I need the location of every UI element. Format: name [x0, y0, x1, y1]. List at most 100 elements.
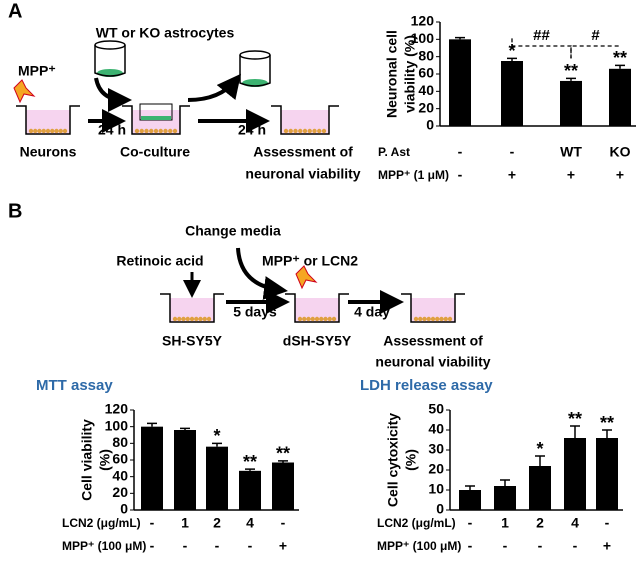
error-bar	[566, 77, 576, 81]
row-value: -	[458, 144, 463, 160]
bracket	[570, 45, 621, 59]
bracket-label: #	[591, 27, 600, 44]
cell	[312, 128, 317, 134]
cell	[331, 316, 337, 322]
y-tick-label: 100	[105, 417, 129, 433]
label: neuronal viability	[375, 354, 490, 370]
cell	[177, 316, 182, 322]
label: 5 days	[233, 304, 277, 320]
row-label: MPP⁺ (1 μM)	[378, 168, 449, 182]
y-tick-label: 80	[418, 47, 434, 63]
cell	[189, 316, 195, 322]
cell	[58, 128, 63, 134]
y-tick-label: 0	[436, 501, 444, 517]
y-tick-label: 120	[411, 13, 435, 29]
y-tick-label: 40	[428, 421, 444, 437]
y-tick-label: 10	[428, 481, 444, 497]
cell	[181, 316, 186, 322]
label: SH-SY5Y	[162, 333, 223, 349]
panel-letter: B	[8, 200, 22, 222]
cell	[206, 316, 212, 322]
cell	[447, 316, 453, 322]
cell	[37, 128, 42, 134]
error-bar	[615, 64, 625, 69]
cell	[139, 128, 144, 134]
cell	[413, 316, 419, 322]
cell	[153, 128, 159, 134]
y-tick-label: 0	[120, 501, 128, 517]
lightning	[13, 79, 36, 104]
cell	[168, 128, 173, 134]
row-value: -	[503, 538, 508, 554]
row-value: 4	[571, 515, 579, 531]
label: dSH-SY5Y	[283, 333, 352, 349]
cell	[198, 316, 203, 322]
label: Change media	[185, 223, 281, 239]
cell	[298, 128, 303, 134]
row-label: MPP⁺ (100 μM)	[377, 539, 461, 553]
cell	[54, 128, 59, 134]
row-value: 4	[246, 515, 254, 531]
significance: **	[613, 48, 627, 68]
cell	[327, 316, 332, 322]
y-tick-label: 30	[428, 441, 444, 457]
label: MPP⁺ or LCN2	[262, 253, 358, 269]
row-value: -	[248, 538, 253, 554]
label: Neurons	[20, 144, 77, 160]
row-value: -	[510, 144, 515, 160]
row-label: LCN2 (μg/mL)	[377, 516, 456, 530]
row-label: MPP⁺ (100 μM)	[62, 539, 146, 553]
significance: **	[276, 444, 290, 464]
row-value: -	[605, 515, 610, 531]
insert-layer	[141, 116, 171, 120]
bracket-label: ##	[533, 27, 550, 44]
cell	[317, 128, 322, 134]
well	[401, 293, 465, 323]
row-value: -	[281, 515, 286, 531]
cell	[41, 128, 46, 134]
label: Assessment of	[383, 333, 483, 349]
error-bar	[507, 57, 517, 61]
row-value: 1	[181, 515, 189, 531]
chart-title: LDH release assay	[360, 377, 493, 394]
label: 24 h	[98, 122, 126, 138]
dish	[94, 45, 126, 77]
arrows	[88, 73, 404, 314]
label: neuronal viability	[245, 166, 360, 182]
y-axis-label: viability (%)	[402, 35, 418, 113]
label: Co-culture	[120, 144, 190, 160]
y-tick-label: 60	[418, 65, 434, 81]
row-value: -	[215, 538, 220, 554]
dish	[239, 55, 271, 87]
cell	[194, 316, 199, 322]
dish-rim	[239, 50, 271, 60]
y-axis-label: (%)	[403, 449, 419, 471]
cell	[323, 316, 328, 322]
bar	[174, 430, 196, 510]
row-value: -	[538, 538, 543, 554]
row-value: +	[567, 167, 575, 183]
significance: **	[243, 452, 257, 472]
cell	[307, 128, 312, 134]
bar	[239, 470, 261, 510]
cell	[45, 128, 51, 134]
bar	[494, 486, 516, 510]
well	[160, 293, 224, 323]
cell	[314, 316, 320, 322]
row-value: 1	[501, 515, 509, 531]
cell	[426, 316, 431, 322]
cell	[439, 316, 444, 322]
y-tick-label: 120	[105, 401, 129, 417]
cell	[297, 316, 303, 322]
bar	[206, 446, 228, 510]
row-label: LCN2 (μg/mL)	[62, 516, 141, 530]
bar	[529, 466, 551, 510]
error-bar	[245, 468, 255, 471]
label: MPP⁺	[18, 63, 56, 79]
label: Assessment of	[253, 144, 353, 160]
label: 24 h	[238, 122, 266, 138]
significance: **	[600, 413, 614, 433]
error-bar	[147, 422, 157, 427]
row-value: -	[468, 538, 473, 554]
error-bar	[180, 427, 190, 430]
